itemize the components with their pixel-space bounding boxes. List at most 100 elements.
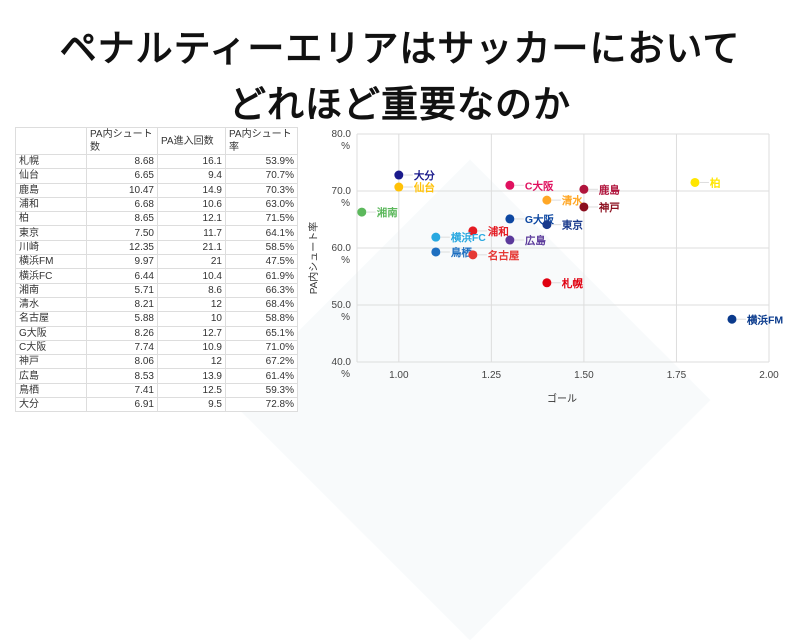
table-cell: 12.35 [86, 239, 158, 256]
table-cell: 仙台 [15, 168, 87, 184]
point-label: C大阪 [525, 179, 554, 192]
data-point [505, 235, 515, 245]
table-cell: 12.5 [157, 382, 226, 399]
y-axis-label: PA内シュート率 [307, 222, 320, 295]
table-cell: 12 [157, 296, 226, 313]
table-cell: 64.1% [225, 225, 298, 241]
table-cell: 8.68 [86, 153, 158, 170]
table-cell: 61.4% [225, 368, 298, 384]
data-point [468, 250, 478, 260]
table-cell: 12 [157, 354, 226, 370]
x-tick-label: 1.25 [482, 370, 502, 381]
table-cell: 58.5% [225, 239, 298, 256]
point-label: 札幌 [561, 277, 583, 290]
point-label: 鳥栖 [451, 246, 472, 259]
table-cell: 7.74 [86, 339, 158, 356]
data-point [357, 207, 367, 217]
table-cell: 名古屋 [15, 311, 87, 327]
table-cell: 10.9 [157, 339, 226, 356]
table-cell: 58.8% [225, 311, 298, 327]
table-row: 札幌 8.68 16.1 53.9% [15, 153, 298, 170]
table-cell: 札幌 [15, 153, 87, 170]
point-label: 神戸 [599, 201, 620, 214]
table-cell: 71.0% [225, 339, 298, 356]
table-cell: 21 [157, 254, 226, 270]
table-cell: 浦和 [15, 196, 87, 213]
table-cell: 8.65 [86, 211, 158, 227]
data-point [579, 184, 589, 194]
table-cell: 21.1 [157, 239, 226, 256]
table-cell: 10.47 [86, 182, 158, 198]
point-label: 東京 [562, 219, 583, 232]
table-cell: 14.9 [157, 182, 226, 198]
table-cell: 6.91 [86, 397, 158, 413]
table-row: G大阪 8.26 12.7 65.1% [15, 325, 298, 341]
table-cell: 9.4 [157, 168, 226, 184]
scatter-chart: 40.0 % 50.0 % 60.0 % 70.0 % 80.0 % 1.00 1.25 1.50 1.7… [307, 129, 783, 405]
column-header: PA内シュート率 [225, 127, 298, 155]
table-row: 名古屋 5.88 10 58.8% [15, 311, 298, 327]
table-cell: 47.5% [225, 254, 298, 270]
page-title-line-1: ペナルティーエリアはサッカーにおいて [59, 27, 741, 70]
table-cell: C大阪 [15, 339, 87, 356]
data-point [394, 170, 404, 180]
table-cell: 10 [157, 311, 226, 327]
table-cell: 7.50 [86, 225, 158, 241]
table-row: 東京 7.50 11.7 64.1% [15, 225, 298, 241]
table-row: 鳥栖 7.41 12.5 59.3% [15, 382, 298, 399]
x-axis-label: ゴール [547, 392, 577, 405]
table-row: 清水 8.21 12 68.4% [15, 296, 298, 313]
table-cell: 71.5% [225, 211, 298, 227]
column-header: PA内シュート数 [86, 127, 158, 155]
table-cell: G大阪 [15, 325, 87, 341]
y-tick-label: 70.0% [332, 186, 352, 209]
point-label: 横浜FC [451, 231, 486, 244]
point-label: 仙台 [414, 181, 435, 194]
table-cell: 湘南 [15, 282, 87, 298]
page-title-line-2: どれほど重要なのか [229, 83, 571, 126]
y-tick-label: 50.0% [332, 300, 352, 323]
y-tick-label: 60.0% [332, 243, 352, 266]
point-label: 柏 [710, 176, 721, 189]
x-tick-label: 2.00 [759, 370, 779, 381]
point-label: 湘南 [377, 206, 398, 219]
data-point [394, 182, 404, 192]
table-cell: 66.3% [225, 282, 298, 298]
table-row: 大分 6.91 9.5 72.8% [15, 397, 298, 413]
table-cell: 8.6 [157, 282, 226, 298]
table-cell: 清水 [15, 296, 87, 313]
table-cell: 川崎 [15, 239, 87, 256]
y-tick-label: 40.0% [332, 357, 352, 380]
column-header: PA進入回数 [157, 127, 226, 155]
point-label: 大分 [414, 169, 435, 182]
table-cell: 8.21 [86, 296, 158, 313]
data-point [431, 247, 441, 257]
table-cell: 9.97 [86, 254, 158, 270]
table-cell: 神戸 [15, 354, 87, 370]
table-cell: 70.7% [225, 168, 298, 184]
table-cell: 鳥栖 [15, 382, 87, 399]
data-point [468, 226, 478, 236]
table-row: C大阪 7.74 10.9 71.0% [15, 339, 298, 356]
table-cell: 6.68 [86, 196, 158, 213]
table-cell: 横浜FM [15, 254, 87, 270]
table-cell: 柏 [15, 211, 87, 227]
table-row: 浦和 6.68 10.6 63.0% [15, 196, 298, 213]
point-label: 浦和 [488, 225, 509, 238]
table-cell: 鹿島 [15, 182, 87, 198]
data-point [505, 214, 515, 224]
table-cell: 72.8% [225, 397, 298, 413]
point-label: 名古屋 [488, 249, 520, 262]
table-cell: 10.6 [157, 196, 226, 213]
table-cell: 11.7 [157, 225, 226, 241]
table-cell: 12.7 [157, 325, 226, 341]
point-label: 鹿島 [599, 183, 620, 196]
table-cell: 67.2% [225, 354, 298, 370]
table-cell: 横浜FC [15, 268, 87, 284]
data-point [690, 177, 700, 187]
table-header-row: PA内シュート数 PA進入回数 PA内シュート率 [15, 127, 298, 155]
table-cell: 12.1 [157, 211, 226, 227]
table-cell: 70.3% [225, 182, 298, 198]
data-point [727, 314, 737, 324]
table-row: 広島 8.53 13.9 61.4% [15, 368, 298, 384]
